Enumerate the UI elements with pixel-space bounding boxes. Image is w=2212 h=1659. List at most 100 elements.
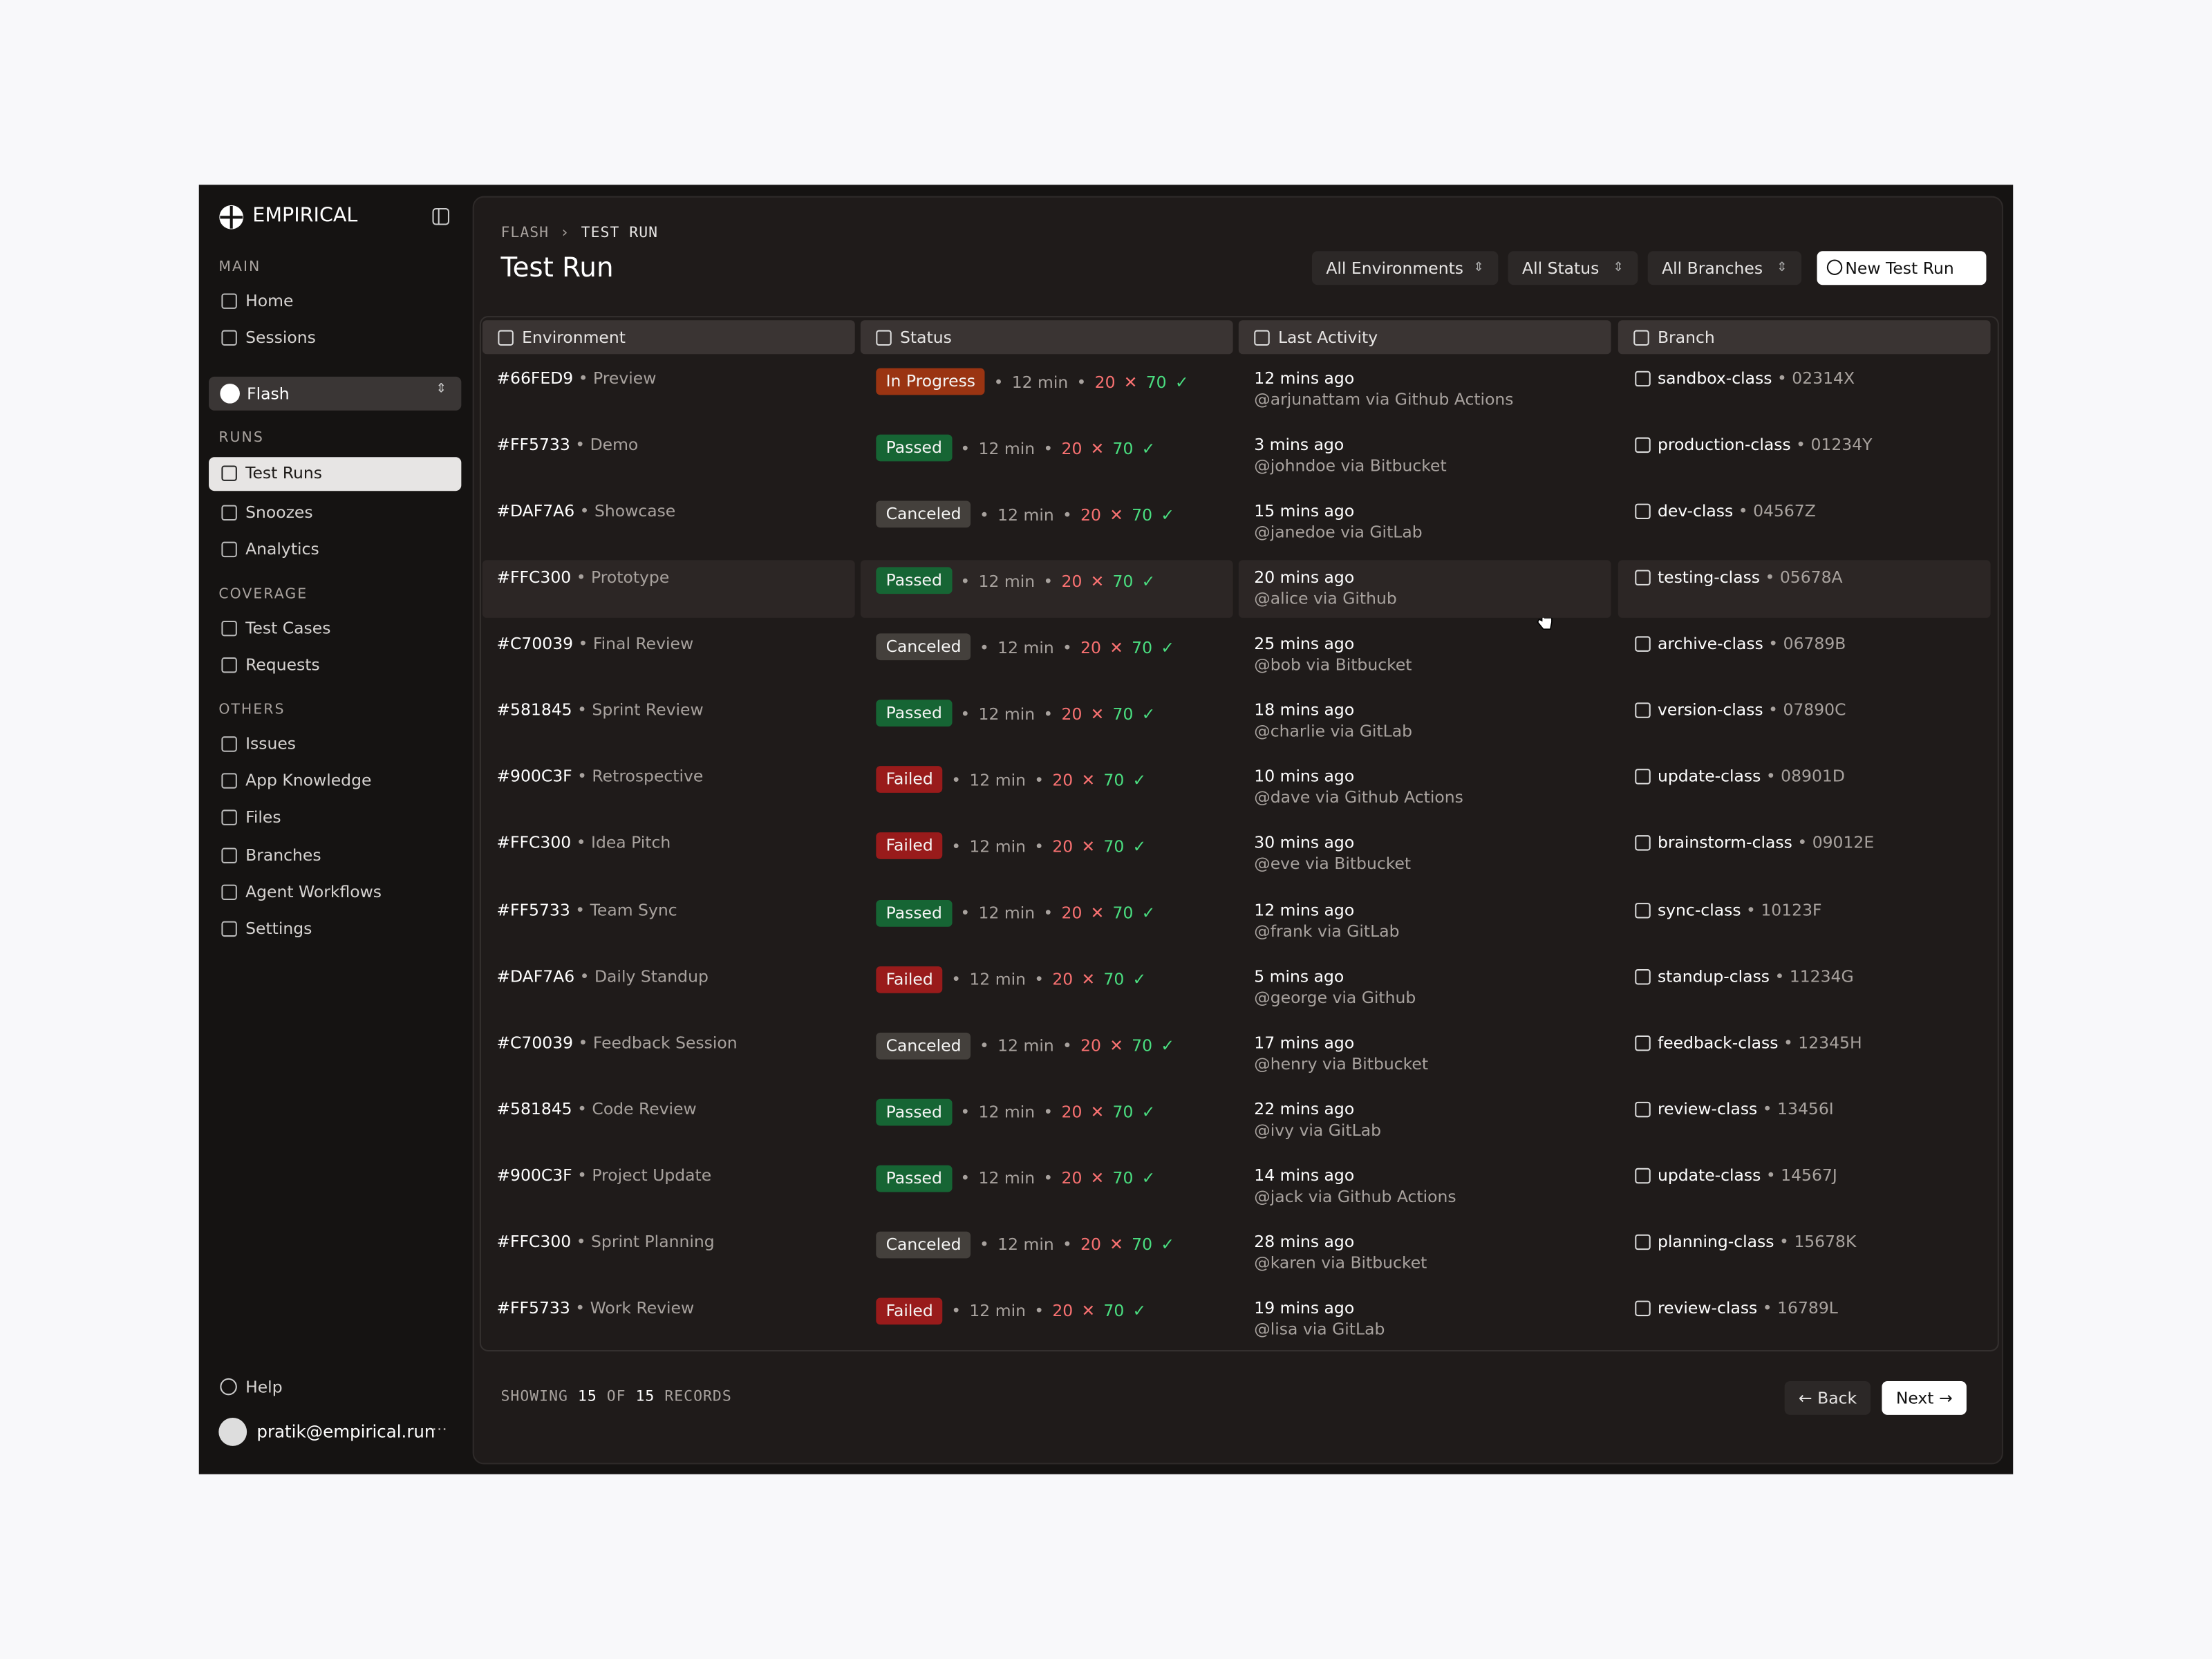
activity-actor: @henry via Bitbucket (1254, 1053, 1429, 1074)
logo (219, 205, 244, 229)
nav-item[interactable]: Home (245, 290, 294, 310)
column-header[interactable]: Last Activity (1238, 320, 1611, 355)
failed-count: 20 (1094, 371, 1116, 392)
fail-icon: ✕ (1081, 836, 1096, 856)
branch[interactable]: feedback-class • 12345H (1658, 1032, 1862, 1052)
collapse-icon[interactable] (431, 207, 450, 226)
status: Failed • 12 min • 20 ✕ 70 ✓ (876, 1297, 1146, 1325)
branch[interactable]: version-class • 07890C (1658, 700, 1846, 720)
icon (221, 465, 237, 481)
new-test-run[interactable]: New Test Run (1817, 251, 1987, 285)
nav-item[interactable]: Test Runs (245, 462, 323, 482)
sep: • (572, 700, 592, 720)
activity-actor: @janedoe via GitLab (1254, 522, 1423, 542)
user-avatar (218, 1418, 247, 1446)
sep: • (1043, 1102, 1053, 1122)
env-name: Retrospective (592, 766, 704, 787)
branch[interactable]: review-class • 16789L (1658, 1297, 1838, 1318)
column-header[interactable]: Status (860, 320, 1233, 355)
env-id: #FFC300 (496, 567, 572, 588)
branch-name: sync-class (1657, 899, 1741, 919)
back-button[interactable]: ← Back (1784, 1380, 1871, 1415)
commit: 01234Y (1810, 434, 1873, 455)
branch[interactable]: production-class • 01234Y (1658, 435, 1873, 455)
sep: • (1034, 770, 1044, 790)
branch[interactable]: brainstorm-class • 09012E (1658, 833, 1874, 853)
branch[interactable]: standup-class • 11234G (1658, 966, 1854, 986)
sep: • (1076, 371, 1087, 392)
environment[interactable]: #FFC300 • Prototype (496, 568, 669, 588)
environment[interactable]: #FF5733 • Work Review (496, 1297, 694, 1318)
environment[interactable]: #66FED9 • Preview (496, 368, 656, 388)
nav-item[interactable]: Files (245, 807, 281, 827)
help[interactable]: Help (245, 1376, 283, 1397)
nav-item[interactable]: Branches (245, 845, 321, 865)
next-button[interactable]: Next → (1882, 1380, 1967, 1415)
sep: • (1792, 833, 1812, 853)
sep: • (1733, 500, 1754, 521)
icon (221, 541, 237, 558)
duration: 12 min (997, 504, 1054, 525)
sep: • (1760, 567, 1780, 588)
fail-icon: ✕ (1090, 570, 1105, 591)
filter-select[interactable]: All Status ⇕ (1508, 251, 1638, 285)
branch[interactable]: update-class • 14567J (1658, 1165, 1837, 1185)
environment[interactable]: #C70039 • Final Review (496, 634, 693, 654)
env-id: #FF5733 (496, 1297, 570, 1318)
project-select[interactable] (209, 376, 462, 411)
env-id: #FF5733 (496, 899, 570, 919)
branch[interactable]: dev-class • 04567Z (1658, 501, 1816, 521)
nav-item[interactable]: Sessions (245, 327, 316, 348)
user-menu[interactable]: ··· (431, 1419, 447, 1439)
brand: EMPIRICAL (252, 204, 358, 227)
nav-item[interactable]: Requests (245, 654, 320, 675)
environment[interactable]: #FFC300 • Idea Pitch (496, 833, 671, 853)
activity-time: 17 mins ago (1254, 1032, 1355, 1052)
nav-item[interactable]: Test Cases (245, 617, 331, 638)
environment[interactable]: #581845 • Sprint Review (496, 700, 703, 720)
activity-time: 30 mins ago (1254, 833, 1355, 853)
environment[interactable]: #FFC300 • Sprint Planning (496, 1231, 714, 1251)
environment[interactable]: #FF5733 • Team Sync (496, 899, 677, 919)
filter-select[interactable]: All Branches ⇕ (1647, 251, 1802, 285)
sep: • (571, 833, 592, 853)
sep: • (980, 1235, 989, 1255)
branch[interactable]: update-class • 08901D (1658, 767, 1845, 787)
branch[interactable]: review-class • 13456I (1658, 1098, 1834, 1118)
nav-item[interactable]: Issues (245, 733, 297, 753)
icon (1635, 1101, 1651, 1117)
environment[interactable]: #FF5733 • Demo (496, 435, 638, 455)
branch-name: archive-class (1657, 633, 1763, 654)
nav-item[interactable]: Settings (245, 918, 312, 939)
duration: 12 min (978, 1102, 1035, 1122)
branch[interactable]: sync-class • 10123F (1658, 899, 1822, 919)
nav-item[interactable]: Agent Workflows (245, 881, 382, 902)
env-name: Code Review (592, 1098, 697, 1118)
nav-item[interactable]: Snoozes (245, 502, 313, 523)
nav-item[interactable]: Analytics (245, 538, 319, 559)
nav-item[interactable]: App Knowledge (245, 770, 372, 790)
fail-icon: ✕ (1109, 504, 1123, 525)
filter-select[interactable]: All Environments ⇕ (1311, 251, 1499, 285)
branch[interactable]: planning-class • 15678K (1658, 1231, 1856, 1251)
sep: • (573, 1032, 593, 1052)
crumb[interactable]: FLASH (500, 224, 550, 241)
pass-icon: ✓ (1132, 770, 1147, 790)
sep: • (571, 567, 592, 588)
column-header[interactable]: Branch (1618, 320, 1991, 355)
branch[interactable]: sandbox-class • 02314X (1658, 368, 1855, 388)
environment[interactable]: #C70039 • Feedback Session (496, 1032, 737, 1052)
environment[interactable]: #900C3F • Project Update (496, 1165, 711, 1185)
sep: • (1772, 368, 1792, 388)
column-header[interactable]: Environment (482, 320, 855, 355)
environment[interactable]: #581845 • Code Review (496, 1098, 696, 1118)
branch[interactable]: archive-class • 06789B (1658, 634, 1846, 654)
environment[interactable]: #DAF7A6 • Showcase (496, 501, 675, 521)
sep: • (951, 969, 962, 989)
environment[interactable]: #DAF7A6 • Daily Standup (496, 966, 709, 986)
branch[interactable]: testing-class • 05678A (1658, 568, 1843, 588)
branch-name: update-class (1657, 1165, 1761, 1185)
environment[interactable]: #900C3F • Retrospective (496, 767, 703, 787)
icon (1635, 968, 1651, 984)
activity-actor: @karen via Bitbucket (1254, 1253, 1427, 1273)
